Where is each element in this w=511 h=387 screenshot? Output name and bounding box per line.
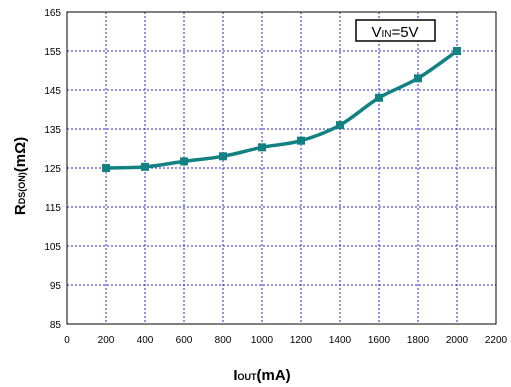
x-tick-label: 1400 [329, 335, 352, 346]
annotation-box: VIN=5V [355, 19, 436, 42]
y-tick-label: 125 [44, 164, 61, 175]
data-point [180, 157, 188, 166]
x-tick-label: 600 [176, 335, 193, 346]
plot-frame [66, 11, 497, 325]
y-tick-label: 115 [45, 203, 61, 214]
data-point [414, 74, 422, 83]
x-tick-labels: 0 200 400 600 800 1000 1200 1400 1600 1800 2000 220… [64, 335, 507, 346]
series-line [104, 49, 459, 170]
y-tick-label: 165 [44, 8, 61, 19]
x-tick-label: 200 [98, 335, 115, 346]
x-tick-label: 2200 [485, 335, 508, 346]
y-tick-label: 95 [50, 281, 62, 292]
x-tick-label: 400 [137, 335, 154, 346]
data-point [453, 47, 461, 55]
data-point [336, 121, 344, 130]
y-tick-label: 105 [44, 242, 61, 253]
data-point [297, 136, 305, 145]
data-point [375, 93, 383, 102]
x-tick-label: 800 [215, 335, 232, 346]
data-point [219, 152, 227, 161]
y-tick-label: 135 [44, 125, 61, 136]
series-markers [102, 47, 461, 172]
x-tick-label: 2000 [446, 335, 469, 346]
data-point [258, 143, 266, 152]
grid-lines [67, 12, 496, 324]
x-tick-label: 1200 [290, 335, 313, 346]
x-tick-label: 1800 [407, 335, 430, 346]
y-tick-label: 85 [50, 320, 62, 331]
y-axis-title: RDS(ON)(mΩ) [12, 137, 29, 215]
data-point [102, 164, 110, 172]
annotation-label: VIN=5V [371, 24, 418, 41]
x-tick-label: 1000 [251, 335, 274, 346]
x-tick-label: 1600 [368, 335, 391, 346]
data-point [141, 162, 149, 171]
y-tick-label: 145 [44, 86, 61, 97]
y-tick-labels: 85 95 105 115 125 135 145 155 165 [44, 8, 61, 331]
x-tick-label: 0 [64, 335, 70, 346]
x-axis-title: IOUT(mA) [233, 367, 290, 384]
y-tick-label: 155 [44, 47, 61, 58]
